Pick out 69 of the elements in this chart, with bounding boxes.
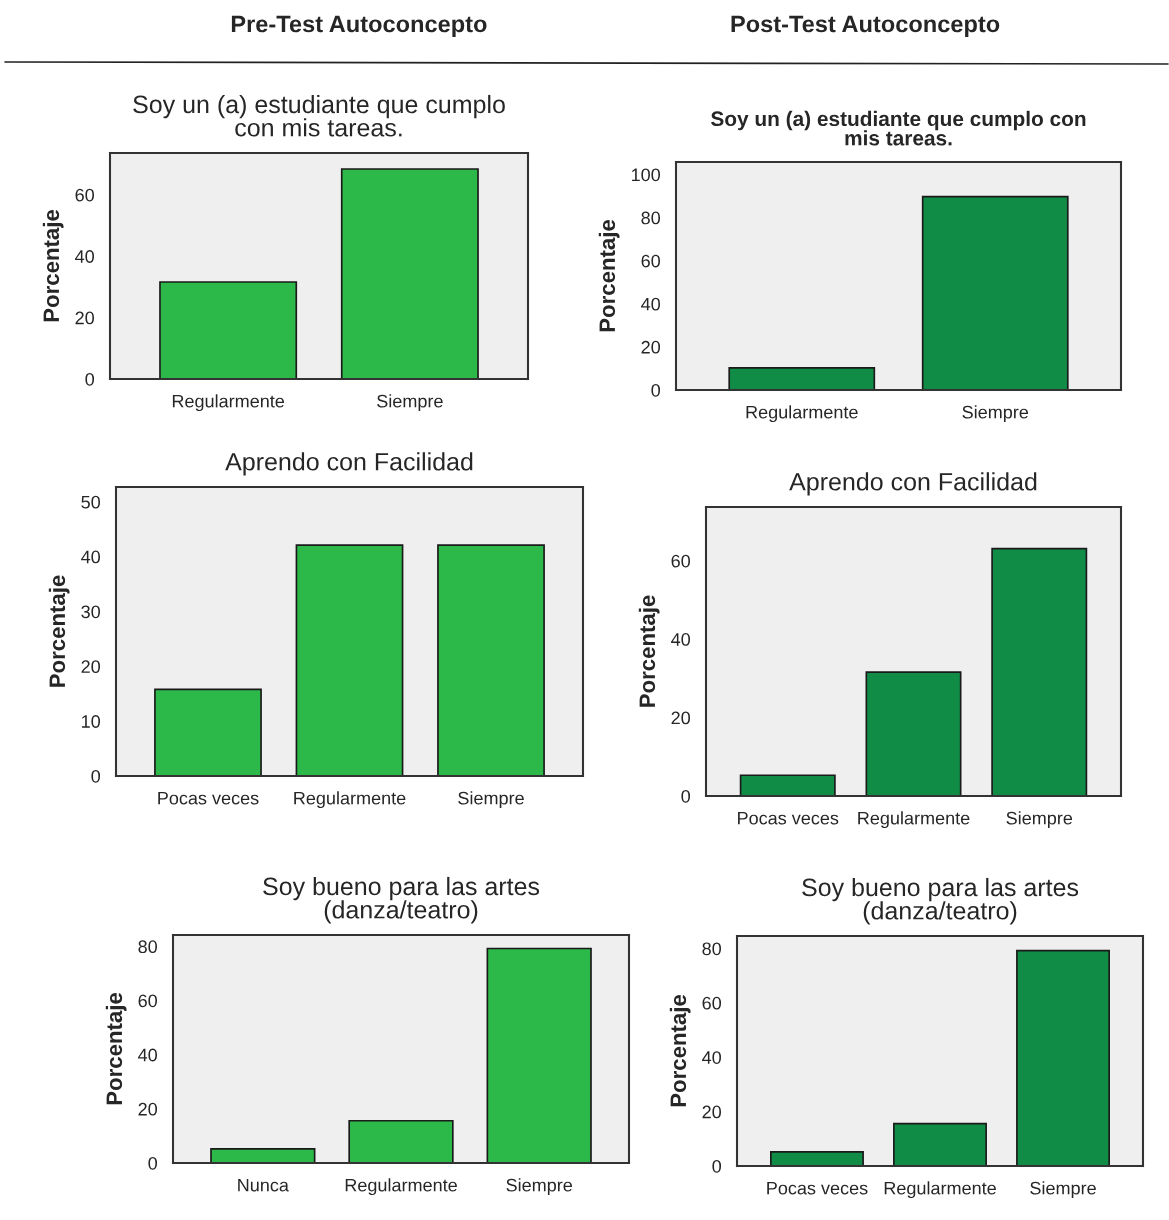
bar	[1016, 949, 1111, 1166]
y-tick-label: 40	[81, 550, 101, 564]
x-tick-label: Pocas veces	[158, 791, 259, 805]
y-tick-label: 60	[702, 996, 722, 1010]
x-tick-label: Regularmente	[746, 405, 858, 423]
y-tick-label: 40	[75, 250, 95, 263]
y-tick-label: 60	[75, 188, 95, 202]
x-tick-label: Regularmente	[345, 1178, 457, 1196]
text: Post-Test Autoconcepto	[731, 15, 1000, 37]
y-axis-title: Porcentaje	[48, 575, 70, 687]
y-tick-label: 80	[702, 942, 722, 956]
y-tick-label: 0	[651, 383, 661, 397]
y-axis-title: Porcentaje	[42, 209, 64, 322]
x-tick-label: Siempre	[506, 1178, 572, 1196]
x-tick-label: Siempre	[1030, 1181, 1096, 1199]
chart-title: Soy bueno para las artes (danza/teatro)	[263, 876, 540, 924]
y-axis-title: Porcentaje	[669, 994, 691, 1107]
y-tick-label: 20	[641, 340, 661, 354]
y-tick-label: 20	[138, 1102, 158, 1116]
bar	[893, 1122, 987, 1166]
y-tick-label: 10	[82, 715, 101, 728]
y-tick-label: 20	[81, 660, 101, 674]
bar	[865, 671, 962, 796]
y-tick-label: 40	[138, 1048, 158, 1062]
y-tick-label: 100	[631, 168, 661, 182]
x-tick-label: Regularmente	[172, 394, 285, 412]
x-tick-label: Siempre	[458, 791, 524, 809]
x-tick-label: Regularmente	[858, 811, 970, 829]
x-tick-label: Pocas veces	[738, 811, 839, 825]
chart-title: Aprendo con Facilidad	[225, 452, 473, 476]
y-axis-title: Porcentaje	[105, 992, 127, 1105]
chart-title: Soy un (a) estudiante que cumplo con mis tareas.	[711, 110, 1086, 146]
y-tick-label: 60	[641, 254, 661, 268]
y-tick-label: 0	[148, 1156, 158, 1170]
x-tick-label: Regularmente	[884, 1181, 996, 1199]
y-tick-label: 20	[75, 311, 95, 325]
x-tick-label: Siempre	[962, 405, 1029, 423]
y-tick-label: 50	[81, 495, 101, 509]
y-tick-label: 0	[85, 372, 95, 386]
x-tick-label: Siempre	[1006, 811, 1073, 829]
y-tick-label: 20	[702, 1105, 722, 1119]
x-tick-label: Siempre	[377, 394, 443, 412]
y-tick-label: 60	[671, 554, 691, 568]
x-tick-label: Nunca	[238, 1178, 289, 1192]
chart-title: Aprendo con Facilidad	[789, 472, 1037, 496]
bar	[348, 1119, 454, 1163]
text: Pre-Test Autoconcepto	[231, 15, 487, 37]
y-tick-label: 20	[671, 711, 691, 725]
chart-title: Soy bueno para las artes (danza/teatro)	[802, 877, 1079, 925]
x-tick-label: Pocas veces	[767, 1181, 868, 1195]
y-tick-label: 80	[138, 940, 158, 954]
x-tick-label: Regularmente	[294, 791, 406, 809]
chart-title: Soy un (a) estudiante que cumplo con mis tareas.	[133, 94, 505, 137]
bar	[739, 774, 836, 796]
y-tick-label: 0	[681, 789, 691, 803]
y-tick-label: 0	[712, 1159, 722, 1173]
y-tick-label: 40	[671, 633, 691, 646]
bar	[991, 547, 1088, 796]
y-axis-title: Porcentaje	[598, 219, 620, 332]
y-tick-label: 40	[641, 297, 661, 311]
y-tick-label: 40	[702, 1051, 722, 1064]
bar	[210, 1148, 316, 1163]
y-tick-label: 80	[641, 211, 661, 225]
bar	[769, 1151, 864, 1166]
y-tick-label: 0	[91, 769, 101, 783]
bar	[486, 947, 592, 1163]
y-axis-title: Porcentaje	[638, 595, 660, 707]
y-tick-label: 60	[138, 994, 158, 1008]
y-tick-label: 30	[81, 605, 101, 619]
